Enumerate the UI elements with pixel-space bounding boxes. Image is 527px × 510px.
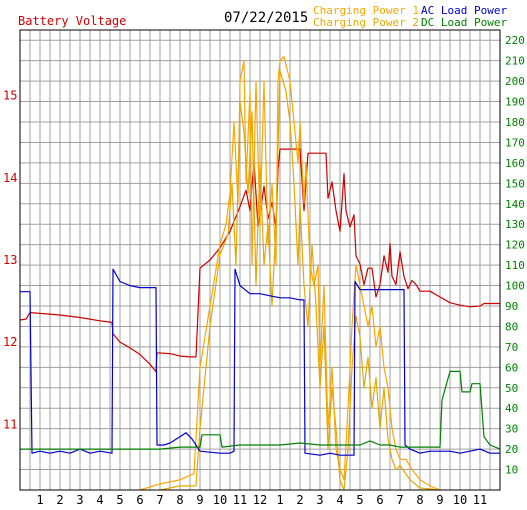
series-line-battery-voltage <box>19 148 500 373</box>
chart-date: 07/22/2015 <box>224 10 309 26</box>
left-axis-ticks: 11 12 13 14 15 <box>3 89 17 432</box>
x-tick-label: 11 <box>233 493 247 507</box>
right-tick-label: 110 <box>505 259 525 272</box>
right-tick-label: 120 <box>505 239 525 252</box>
x-tick-label: 1 <box>36 493 43 507</box>
left-tick-label: 15 <box>3 89 17 103</box>
series-line-ac-load-power <box>20 268 500 456</box>
left-tick-label: 12 <box>3 335 17 349</box>
x-tick-label: 5 <box>116 493 123 507</box>
x-tick-label: 8 <box>416 493 423 507</box>
left-tick-label: 11 <box>3 417 17 431</box>
right-tick-label: 160 <box>505 157 525 170</box>
plot-frame <box>19 29 501 491</box>
right-tick-label: 150 <box>505 177 525 190</box>
x-axis-ticks: 1 2 3 4 5 6 7 8 9 10 11 12 1 2 3 4 5 6 7 8 9 10 11 <box>36 493 487 507</box>
right-tick-label: 40 <box>505 402 518 415</box>
right-tick-label: 30 <box>505 423 518 436</box>
right-tick-label: 80 <box>505 320 518 333</box>
legend-dc-load-power: DC Load Power <box>421 16 508 29</box>
left-tick-label: 14 <box>3 171 17 185</box>
x-tick-label: 10 <box>453 493 467 507</box>
right-tick-label: 220 <box>505 34 525 47</box>
x-tick-label: 7 <box>156 493 163 507</box>
right-tick-label: 20 <box>505 443 518 456</box>
x-tick-label: 3 <box>316 493 323 507</box>
right-tick-label: 170 <box>505 136 525 149</box>
series-layer <box>19 55 501 491</box>
left-axis-label: Battery Voltage <box>18 14 127 28</box>
right-tick-label: 130 <box>505 218 525 231</box>
x-tick-label: 4 <box>336 493 343 507</box>
x-tick-label: 3 <box>76 493 83 507</box>
right-tick-label: 200 <box>505 75 525 88</box>
right-tick-label: 10 <box>505 464 518 477</box>
right-tick-label: 140 <box>505 198 525 211</box>
right-tick-label: 60 <box>505 361 518 374</box>
x-tick-label: 2 <box>56 493 63 507</box>
right-tick-label: 50 <box>505 382 518 395</box>
right-axis-ticks: 10 20 30 40 50 60 70 80 90 100 110 120 130 140 150 160 1… <box>505 34 525 476</box>
right-tick-label: 190 <box>505 96 525 109</box>
legend-charging-power-1: Charging Power 1 <box>313 4 419 17</box>
x-tick-label: 12 <box>253 493 267 507</box>
x-tick-label: 6 <box>376 493 383 507</box>
legend-charging-power-2: Charging Power 2 <box>313 16 419 29</box>
x-tick-label: 8 <box>176 493 183 507</box>
right-tick-label: 90 <box>505 300 518 313</box>
right-tick-label: 70 <box>505 341 518 354</box>
x-tick-label: 9 <box>196 493 203 507</box>
x-tick-label: 6 <box>136 493 143 507</box>
x-tick-label: 9 <box>436 493 443 507</box>
legend-ac-load-power: AC Load Power <box>421 4 508 17</box>
left-tick-label: 13 <box>3 253 17 267</box>
x-tick-label: 10 <box>213 493 227 507</box>
x-tick-label: 1 <box>276 493 283 507</box>
x-tick-label: 11 <box>473 493 487 507</box>
x-tick-label: 4 <box>96 493 103 507</box>
right-tick-label: 180 <box>505 116 525 129</box>
right-tick-label: 210 <box>505 55 525 68</box>
x-tick-label: 2 <box>296 493 303 507</box>
grid <box>19 30 501 490</box>
series-line-charging-power-2 <box>159 70 441 491</box>
right-tick-label: 100 <box>505 280 525 293</box>
series-line-dc-load-power <box>20 370 501 450</box>
x-tick-label: 5 <box>356 493 363 507</box>
x-tick-label: 7 <box>396 493 403 507</box>
